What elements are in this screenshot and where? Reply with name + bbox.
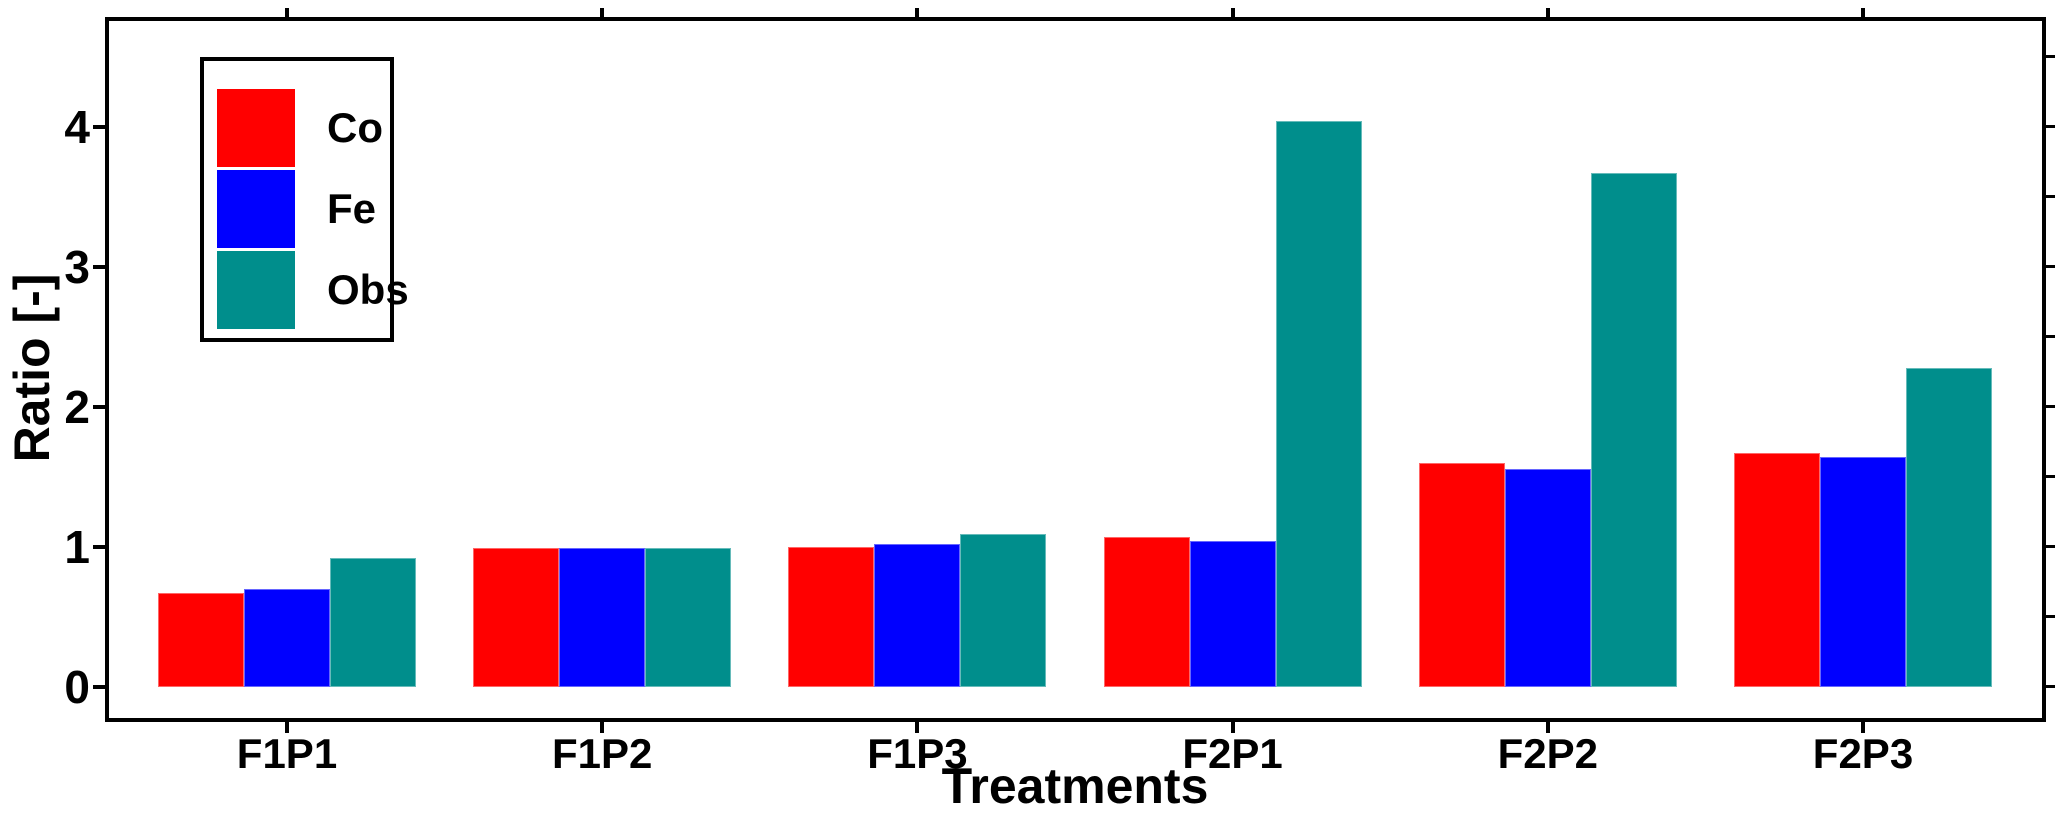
x-axis-tick	[285, 722, 289, 733]
legend-label-obs: Obs	[327, 265, 409, 313]
x-tick-label-f1p2: F1P2	[551, 730, 653, 777]
bar-obs-f2p2	[1590, 173, 1677, 687]
x-tick-label-f2p3: F2P3	[1812, 730, 1914, 777]
bar-co-f1p2	[473, 548, 560, 687]
bar-fe-f1p2	[559, 548, 646, 687]
y-axis-tick	[93, 685, 105, 689]
right-axis-tick	[2046, 545, 2055, 548]
top-axis-tick	[285, 8, 289, 17]
x-tick-label-f2p1: F2P1	[1182, 730, 1283, 777]
top-axis-tick	[1861, 8, 1865, 17]
right-axis-tick	[2046, 405, 2055, 408]
x-tick-label-f2p2: F2P2	[1497, 730, 1598, 777]
y-axis-tick	[93, 405, 105, 409]
plot-area	[105, 17, 2046, 722]
top-axis-tick	[1230, 8, 1235, 17]
legend-item-obs: Obs	[217, 249, 409, 330]
y-axis-tick	[93, 125, 105, 129]
legend-label-co: Co	[327, 103, 383, 151]
legend-label-fe: Fe	[327, 184, 377, 232]
legend: Co Fe Obs	[200, 57, 409, 342]
legend-swatch-obs	[217, 250, 295, 329]
bar-obs-f2p1	[1275, 121, 1362, 687]
bar-co-f2p2	[1418, 463, 1505, 687]
x-axis-tick	[1230, 722, 1235, 733]
bar-fe-f2p1	[1189, 541, 1276, 687]
bar-co-f1p3	[788, 547, 875, 687]
y-tick-label: 2	[64, 381, 90, 433]
right-axis-tick	[2046, 125, 2055, 128]
legend-item-co: Co	[217, 87, 390, 168]
right-axis-tick	[2046, 335, 2055, 338]
x-axis-title: Treatments	[941, 758, 1209, 814]
legend-swatch-fe	[217, 169, 295, 248]
bar-co-f2p1	[1103, 537, 1190, 687]
bar-obs-f1p1	[330, 558, 416, 687]
bar-co-f1p1	[158, 593, 244, 687]
x-tick-label-f1p1: F1P1	[236, 730, 338, 777]
bar-fe-f2p3	[1820, 457, 1906, 687]
y-axis-tick	[93, 545, 105, 549]
right-axis-tick	[2046, 475, 2055, 478]
bar-obs-f2p3	[1906, 367, 1992, 687]
legend-swatch-co	[217, 88, 295, 167]
y-tick-label: 0	[64, 661, 90, 713]
bar-fe-f1p3	[874, 544, 961, 687]
bar-fe-f2p2	[1504, 468, 1591, 687]
bar-obs-f1p2	[645, 548, 732, 687]
right-axis-tick	[2046, 265, 2055, 268]
x-axis-tick	[600, 722, 605, 733]
y-tick-label: 1	[64, 521, 90, 573]
right-axis-tick	[2046, 55, 2055, 58]
y-axis-tick	[93, 265, 105, 269]
y-axis-title: Ratio [-]	[4, 273, 60, 463]
bar-fe-f1p1	[244, 589, 330, 687]
bar-obs-f1p3	[960, 534, 1047, 687]
y-tick-label: 4	[64, 101, 90, 153]
top-axis-tick	[600, 8, 605, 17]
x-axis-tick	[1861, 722, 1865, 733]
right-axis-tick	[2046, 195, 2055, 198]
legend-item-fe: Fe	[217, 168, 390, 249]
bar-co-f2p3	[1734, 453, 1820, 687]
x-axis-tick	[1545, 722, 1550, 733]
y-tick-label: 3	[64, 241, 90, 293]
right-axis-tick	[2046, 685, 2055, 688]
top-axis-tick	[1545, 8, 1550, 17]
top-axis-tick	[915, 8, 920, 17]
x-axis-tick	[915, 722, 920, 733]
x-tick-label-f1p3: F1P3	[867, 730, 968, 777]
right-axis-tick	[2046, 615, 2055, 618]
